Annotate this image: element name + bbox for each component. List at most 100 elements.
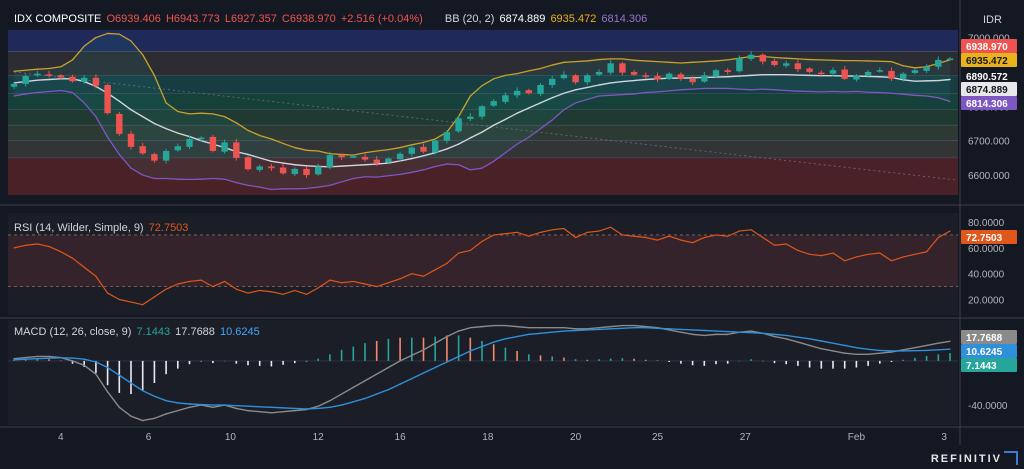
macd-hist-bar-12 <box>153 360 156 383</box>
bb-upper-line-seg-2 <box>36 67 50 70</box>
macd-legend-v1: 7.1443 <box>136 326 171 338</box>
macd-hist-bar-60 <box>715 360 717 365</box>
candle-body-48 <box>572 75 579 83</box>
rsi-line-seg-67 <box>797 249 811 255</box>
bb-mid-line-seg-24 <box>294 164 308 167</box>
macd-line-seg-73 <box>867 352 881 355</box>
bb-mid-line-seg-41 <box>493 118 507 126</box>
candle-body-50 <box>595 71 603 75</box>
macd-line <box>13 324 951 422</box>
bb-mid-line-seg-23 <box>282 162 296 166</box>
macd-hist-bar-50 <box>598 359 600 361</box>
rsi-line-seg-19 <box>235 288 249 294</box>
candle-body-23 <box>279 167 287 174</box>
rsi-line-seg-36 <box>434 262 448 271</box>
rsi-line-seg-53 <box>633 235 647 239</box>
symbol-name: IDX COMPOSITE <box>14 13 102 25</box>
signal-line-seg-58 <box>691 329 705 332</box>
bb-mid-line-seg-42 <box>504 112 518 121</box>
macd-line-seg-38 <box>457 327 471 332</box>
candle-body-73 <box>864 71 872 76</box>
bb-upper-line-seg-21 <box>259 134 273 140</box>
bb-lower-line-seg-42 <box>504 143 518 154</box>
macd-line-seg-7 <box>95 373 109 393</box>
macd-hist-bar-27 <box>329 354 331 361</box>
bb-lower-value: 6814.306 <box>601 13 648 25</box>
bb-upper-line-seg-47 <box>563 60 577 63</box>
macd-line-seg-0 <box>13 356 27 360</box>
bb-upper-line-seg-30 <box>364 150 378 154</box>
macd-line-seg-58 <box>691 333 705 337</box>
rsi-line-seg-16 <box>200 279 214 288</box>
bb-upper-line-seg-76 <box>902 65 916 69</box>
macd-hist-bar-55 <box>656 360 659 361</box>
high-value: H6943.773 <box>165 13 220 25</box>
bb-mid-line-seg-51 <box>610 80 624 84</box>
bb-mid-line-seg-32 <box>387 160 401 164</box>
bb-lower-line-seg-18 <box>223 178 237 184</box>
signal-line-seg-23 <box>282 407 296 410</box>
macd-hist-bar-44 <box>528 354 530 361</box>
bb-lower-line-seg-6 <box>83 102 97 118</box>
macd-line-seg-49 <box>586 327 600 330</box>
signal-line-seg-78 <box>925 349 939 352</box>
rsi-line-seg-11 <box>142 296 155 306</box>
bb-lower-line-seg-21 <box>259 186 273 191</box>
bb-lower-line-seg-66 <box>785 89 799 92</box>
rsi-line-seg-40 <box>481 234 495 243</box>
price-zone-0 <box>8 30 958 52</box>
rsi-line-seg-58 <box>691 236 705 244</box>
bb-upper-line-seg-11 <box>142 54 156 77</box>
bb-lower-line-seg-65 <box>773 89 787 92</box>
bb-upper-line-seg-65 <box>773 56 787 59</box>
bb-upper-line-seg-22 <box>270 138 284 145</box>
macd-line-seg-31 <box>376 366 390 375</box>
signal-line-seg-41 <box>493 338 507 343</box>
macd-line-seg-36 <box>434 335 448 344</box>
macd-hist-bar-5 <box>71 360 74 364</box>
candle-body-71 <box>841 69 848 79</box>
rsi-line-seg-66 <box>785 243 799 252</box>
bb-upper-line-seg-53 <box>633 59 647 62</box>
bb-mid-line-seg-29 <box>352 164 366 167</box>
bb-mid-line-seg-45 <box>539 97 553 104</box>
signal-line-seg-27 <box>329 404 343 409</box>
macd-line-seg-69 <box>820 348 834 352</box>
rsi-legend-value: 72.7503 <box>148 222 189 234</box>
macd-hist-bar-66 <box>785 360 787 365</box>
x-tick-label-5: 18 <box>482 432 494 443</box>
macd-line-seg-10 <box>130 415 144 422</box>
bb-mid-line-seg-53 <box>633 78 647 82</box>
bb-lower-line-seg-29 <box>352 176 366 180</box>
signal-line-seg-45 <box>539 331 553 334</box>
macd-hist-bar-36 <box>434 336 436 361</box>
bb-upper-line-seg-60 <box>715 59 729 62</box>
macd-badge-0: 17.7688 <box>961 330 1017 344</box>
macd-hist-bar-30 <box>364 343 366 361</box>
rsi-badge-text: 72.7503 <box>966 233 1003 244</box>
bb-lower-line-seg-48 <box>574 98 588 104</box>
bb-mid-line-seg-22 <box>270 160 284 164</box>
macd-hist-bar-77 <box>914 357 916 361</box>
macd-hist-bar-25 <box>305 360 308 362</box>
signal-line-seg-64 <box>762 332 776 336</box>
candle-body-27 <box>326 155 334 168</box>
bb-mid-line-seg-21 <box>259 157 273 163</box>
macd-hist-bar-26 <box>317 358 319 361</box>
price-badge-0-bg <box>961 39 1017 53</box>
macd-hist-bar-71 <box>843 360 846 369</box>
macd-hist-bar-21 <box>258 360 261 366</box>
bb-upper-line-seg-18 <box>223 115 237 124</box>
bb-upper-line-seg-48 <box>574 60 588 63</box>
macd-hist-bar-31 <box>375 341 378 361</box>
bb-upper-line-seg-39 <box>469 85 483 97</box>
rsi-line-seg-12 <box>153 288 167 298</box>
x-tick-label-4: 16 <box>395 432 407 443</box>
candle-body-17 <box>209 136 217 151</box>
rsi-line-seg-32 <box>387 278 401 284</box>
rsi-line-seg-5 <box>71 257 85 268</box>
bb-mid-line-seg-12 <box>153 122 167 130</box>
rsi-line-seg-51 <box>610 226 624 236</box>
bb-mid-line-seg-52 <box>621 79 635 83</box>
